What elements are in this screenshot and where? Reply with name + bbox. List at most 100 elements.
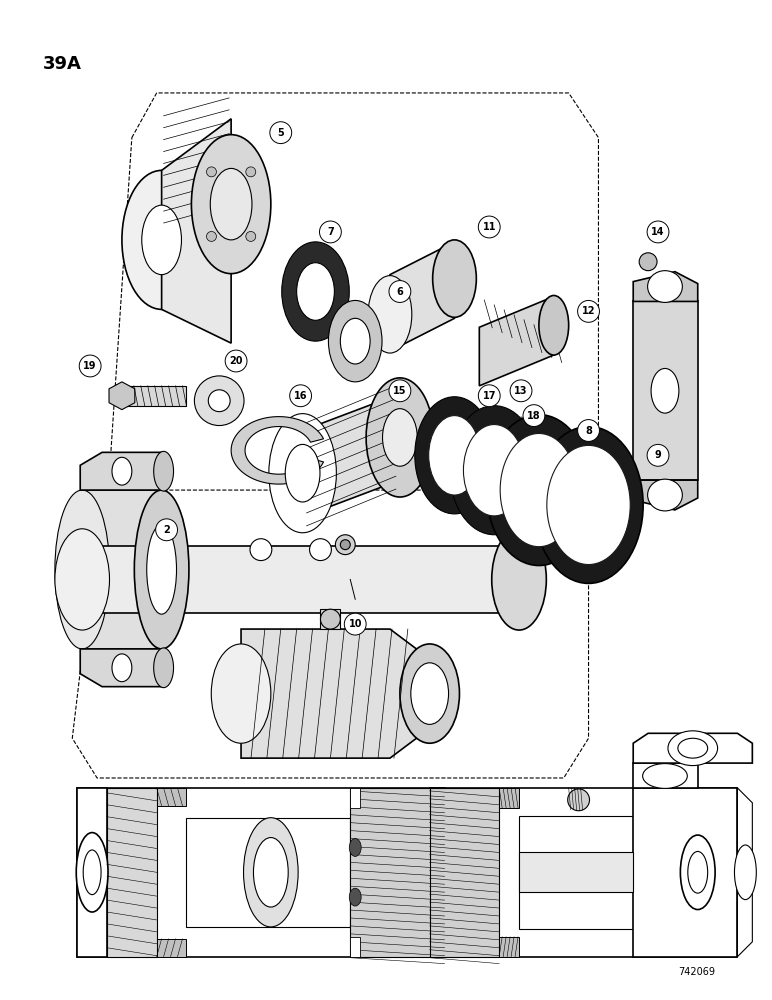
Ellipse shape — [122, 170, 201, 309]
Ellipse shape — [245, 167, 256, 177]
Polygon shape — [350, 788, 445, 957]
Bar — [187, 818, 350, 927]
Ellipse shape — [296, 263, 334, 320]
Polygon shape — [161, 119, 231, 343]
Text: 742069: 742069 — [678, 967, 715, 977]
Ellipse shape — [335, 535, 355, 555]
Circle shape — [225, 350, 247, 372]
Ellipse shape — [147, 525, 177, 614]
Text: 18: 18 — [527, 411, 540, 421]
Text: 8: 8 — [585, 426, 592, 436]
Ellipse shape — [76, 833, 108, 912]
Ellipse shape — [243, 818, 298, 927]
Ellipse shape — [500, 433, 577, 547]
Ellipse shape — [680, 835, 715, 910]
Ellipse shape — [368, 276, 411, 353]
Ellipse shape — [206, 167, 216, 177]
Ellipse shape — [400, 644, 459, 743]
Ellipse shape — [415, 397, 494, 514]
Text: 15: 15 — [393, 386, 407, 396]
Bar — [519, 816, 633, 929]
Ellipse shape — [639, 253, 657, 271]
Ellipse shape — [432, 240, 476, 317]
Polygon shape — [231, 417, 323, 484]
Circle shape — [577, 420, 599, 441]
Polygon shape — [109, 382, 135, 410]
Polygon shape — [77, 788, 107, 957]
Circle shape — [577, 300, 599, 322]
Circle shape — [320, 221, 341, 243]
Ellipse shape — [253, 838, 288, 907]
Ellipse shape — [142, 205, 181, 275]
Ellipse shape — [492, 529, 547, 630]
Polygon shape — [499, 788, 519, 808]
Ellipse shape — [349, 888, 361, 906]
Ellipse shape — [449, 406, 539, 535]
Ellipse shape — [642, 764, 687, 788]
Polygon shape — [633, 763, 698, 788]
Ellipse shape — [486, 415, 591, 566]
Circle shape — [344, 613, 366, 635]
Ellipse shape — [195, 376, 244, 426]
Text: 12: 12 — [582, 306, 595, 316]
Ellipse shape — [534, 427, 643, 583]
Ellipse shape — [648, 271, 682, 302]
Polygon shape — [82, 490, 161, 649]
Circle shape — [523, 405, 545, 427]
Circle shape — [270, 122, 292, 144]
Polygon shape — [122, 386, 187, 406]
Polygon shape — [479, 296, 554, 386]
Bar — [430, 788, 737, 957]
Ellipse shape — [206, 231, 216, 241]
Text: 19: 19 — [83, 361, 97, 371]
Circle shape — [156, 519, 178, 541]
Ellipse shape — [668, 731, 718, 766]
Ellipse shape — [269, 414, 337, 533]
Polygon shape — [504, 416, 534, 440]
Bar — [77, 788, 445, 957]
Circle shape — [389, 281, 411, 302]
Polygon shape — [350, 937, 361, 957]
Circle shape — [510, 380, 532, 402]
Polygon shape — [157, 788, 187, 806]
Ellipse shape — [349, 839, 361, 856]
Circle shape — [290, 385, 312, 407]
Text: 5: 5 — [277, 128, 284, 138]
Ellipse shape — [310, 539, 331, 561]
Text: 39A: 39A — [42, 55, 81, 73]
Polygon shape — [633, 272, 698, 301]
Ellipse shape — [366, 378, 434, 497]
Ellipse shape — [112, 654, 132, 682]
Ellipse shape — [320, 609, 340, 629]
Ellipse shape — [154, 451, 174, 491]
Text: 16: 16 — [294, 391, 307, 401]
Ellipse shape — [688, 851, 708, 893]
Ellipse shape — [112, 457, 132, 485]
Ellipse shape — [191, 135, 271, 274]
Polygon shape — [241, 629, 430, 758]
Ellipse shape — [212, 644, 271, 743]
Text: 10: 10 — [348, 619, 362, 629]
Ellipse shape — [648, 479, 682, 511]
Ellipse shape — [382, 409, 418, 466]
Ellipse shape — [83, 850, 101, 895]
Circle shape — [647, 444, 669, 466]
Polygon shape — [320, 609, 340, 629]
Polygon shape — [633, 301, 698, 480]
Text: 20: 20 — [229, 356, 243, 366]
Ellipse shape — [55, 490, 110, 649]
Circle shape — [479, 385, 500, 407]
Ellipse shape — [547, 445, 630, 565]
Circle shape — [479, 216, 500, 238]
Circle shape — [80, 355, 101, 377]
Polygon shape — [157, 939, 187, 957]
Ellipse shape — [340, 540, 350, 550]
Ellipse shape — [428, 416, 480, 495]
Polygon shape — [303, 394, 400, 517]
Text: 17: 17 — [482, 391, 496, 401]
Circle shape — [389, 380, 411, 402]
Ellipse shape — [285, 444, 320, 502]
Polygon shape — [107, 788, 157, 957]
Polygon shape — [633, 480, 698, 510]
Ellipse shape — [210, 168, 252, 240]
